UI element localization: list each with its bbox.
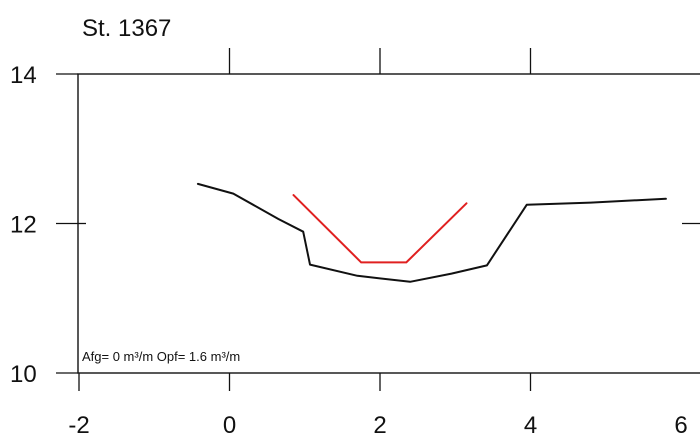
profile-line-black [196,182,667,283]
y-tick-label: 12 [10,212,37,239]
axis-tick-labels: -2 0 2 4 6 10 12 14 [10,62,688,439]
profile-line-red [292,194,468,264]
x-tick-label: 0 [223,412,236,439]
x-tick-label: 2 [373,412,386,439]
plot-frame [77,73,700,374]
series-layer [196,182,667,283]
x-tick-label: 4 [524,412,537,439]
y-tick-label: 14 [10,62,37,89]
x-tick-label: 6 [674,412,687,439]
volume-annotation: Afg= 0 m³/m Opf= 1.6 m³/m [82,349,240,364]
y-tick-label: 10 [10,361,37,388]
chart-title: St. 1367 [82,15,171,42]
axis-ticks [56,48,700,391]
x-tick-label: -2 [68,412,89,439]
